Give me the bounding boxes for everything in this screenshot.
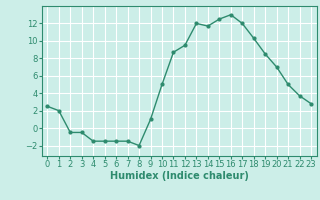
X-axis label: Humidex (Indice chaleur): Humidex (Indice chaleur) — [110, 171, 249, 181]
